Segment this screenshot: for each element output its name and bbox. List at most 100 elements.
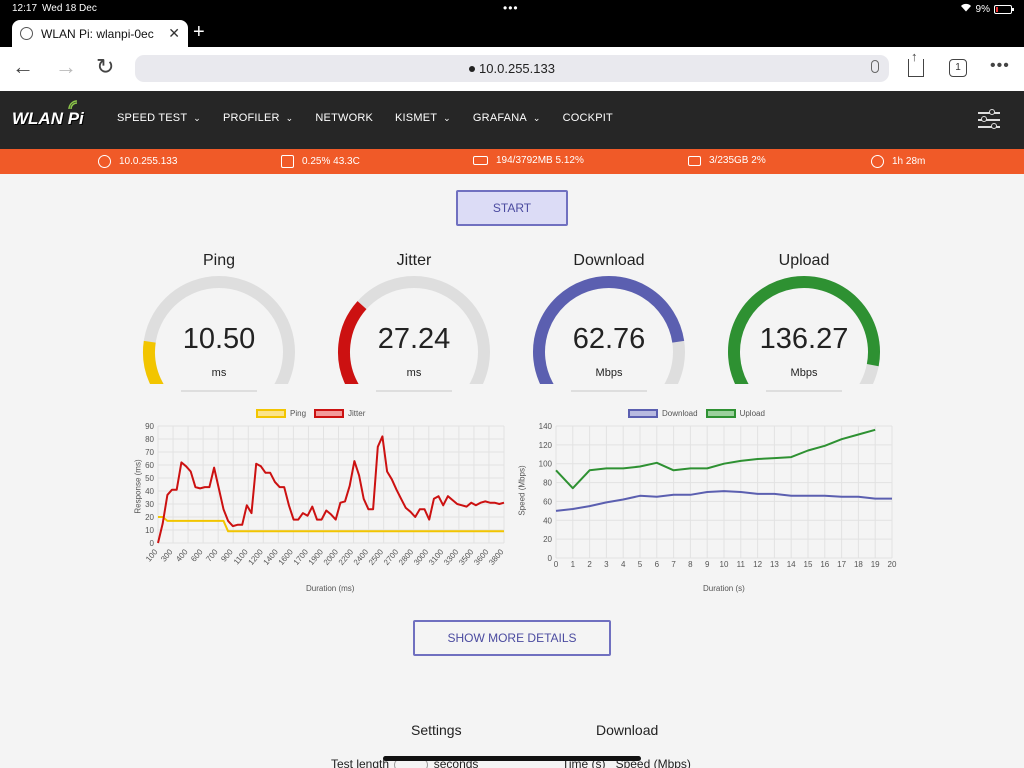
gauge-value: 136.27	[759, 323, 849, 355]
x-tick-label: 14	[787, 560, 796, 569]
show-more-details-button[interactable]: SHOW MORE DETAILS	[413, 620, 611, 656]
reload-button[interactable]: ↻	[96, 54, 115, 79]
nav-item-profiler[interactable]: PROFILER ⌄	[223, 112, 293, 124]
y-tick-label: 20	[145, 513, 154, 522]
x-tick-label: 2800	[397, 547, 416, 567]
cpu-icon	[281, 155, 294, 168]
series-line-ping	[158, 516, 504, 533]
y-tick-label: 50	[145, 474, 154, 483]
disk-icon	[688, 155, 701, 166]
wlanpi-logo[interactable]: WLAN Pi	[12, 100, 84, 129]
gauge-ping: Ping 10.50 ms	[141, 252, 297, 392]
gauge-title: Jitter	[396, 252, 432, 269]
chevron-down-icon: ⌄	[193, 113, 202, 123]
y-tick-label: 20	[543, 535, 552, 544]
legend-jitter[interactable]: Jitter	[314, 409, 365, 419]
nav-item-kismet[interactable]: KISMET ⌄	[395, 112, 451, 124]
chart2-ylabel: Speed (Mbps)	[517, 465, 527, 516]
series-line-download	[555, 490, 892, 512]
browser-tab[interactable]: WLAN Pi: wlanpi-0ec ✕	[12, 20, 188, 47]
gauge-fill	[728, 276, 880, 384]
x-tick-label: 2000	[322, 547, 341, 567]
y-tick-label: 140	[539, 422, 553, 431]
microphone-icon[interactable]	[871, 60, 879, 73]
y-tick-label: 70	[145, 448, 154, 457]
x-tick-label: 3100	[427, 547, 446, 567]
nav-item-grafana[interactable]: GRAFANA ⌄	[473, 112, 541, 124]
legend-download[interactable]: Download	[628, 409, 698, 419]
y-tick-label: 40	[145, 487, 154, 496]
info-memory-text: 194/3792MB 5.12%	[496, 155, 584, 166]
x-tick-label: 6	[655, 560, 660, 569]
x-tick-label: 2400	[352, 547, 371, 567]
gauge-jitter: Jitter 27.24 ms	[336, 252, 492, 392]
battery-percent: 9%	[975, 3, 990, 15]
x-tick-label: 1200	[247, 547, 266, 567]
multitask-dots[interactable]: •••	[503, 1, 519, 15]
y-tick-label: 80	[145, 435, 154, 444]
x-tick-label: 600	[189, 547, 205, 563]
x-tick-label: 3300	[442, 547, 461, 567]
x-tick-label: 7	[671, 560, 676, 569]
y-tick-label: 60	[543, 497, 552, 506]
nav-item-network[interactable]: NETWORK	[315, 112, 373, 124]
test-length-label: Test length	[331, 757, 390, 768]
info-memory: 194/3792MB 5.12%	[473, 155, 584, 166]
settings-heading: Settings	[411, 722, 462, 738]
info-uptime: 1h 28m	[871, 155, 925, 168]
tab-title: WLAN Pi: wlanpi-0ec	[41, 26, 154, 41]
speed-column-header: Speed (Mbps)	[615, 757, 691, 768]
legend-ping[interactable]: Ping	[256, 409, 306, 419]
x-tick-label: 1600	[277, 547, 296, 567]
new-tab-button[interactable]: +	[193, 21, 205, 43]
globe-icon	[20, 27, 33, 40]
series-line-jitter	[157, 435, 505, 544]
x-tick-label: 1900	[307, 547, 326, 567]
address-bar[interactable]: 10.0.255.133	[135, 55, 889, 82]
share-icon[interactable]	[908, 49, 924, 77]
start-button[interactable]: START	[456, 190, 568, 226]
nav-item-label: NETWORK	[315, 112, 374, 124]
y-tick-label: 100	[539, 460, 553, 469]
gauge-arc	[533, 276, 685, 384]
home-indicator[interactable]	[383, 756, 641, 761]
info-ip-text: 10.0.255.133	[119, 156, 178, 167]
nav-item-cockpit[interactable]: COCKPIT	[563, 112, 613, 124]
more-menu-icon[interactable]: •••	[990, 57, 1010, 74]
nav-item-label: COCKPIT	[562, 112, 613, 124]
legend-upload[interactable]: Upload	[705, 409, 765, 419]
url-text: 10.0.255.133	[479, 61, 555, 76]
x-tick-label: 10	[720, 560, 729, 569]
x-tick-label: 0	[554, 560, 559, 569]
x-tick-label: 400	[174, 547, 190, 563]
x-tick-label: 3800	[487, 547, 506, 567]
device-status-bar: 12:17 Wed 18 Dec ••• 9%	[0, 0, 1024, 18]
y-tick-label: 0	[150, 539, 155, 548]
gauge-fill	[338, 301, 367, 384]
status-date: Wed 18 Dec	[42, 3, 97, 14]
y-tick-label: 0	[548, 554, 553, 563]
close-tab-icon[interactable]: ✕	[168, 25, 180, 41]
sliders-settings-icon[interactable]	[978, 107, 1000, 131]
info-cpu-text: 0.25% 43.3C	[302, 156, 360, 167]
x-tick-label: 2	[587, 560, 592, 569]
gauge-underline	[766, 390, 842, 392]
x-tick-label: 12	[753, 560, 762, 569]
gauge-upload: Upload 136.27 Mbps	[726, 252, 882, 392]
x-tick-label: 100	[144, 547, 160, 563]
gauge-value: 62.76	[572, 323, 646, 355]
tab-count-button[interactable]: 1	[949, 59, 967, 77]
gauge-arc	[143, 276, 295, 384]
logo-wifi-icon	[68, 100, 78, 113]
gauge-underline	[181, 390, 257, 392]
back-button[interactable]: ←	[12, 54, 34, 79]
y-tick-label: 10	[145, 526, 154, 535]
forward-button[interactable]: →	[55, 54, 77, 79]
y-tick-label: 40	[543, 516, 552, 525]
x-tick-label: 2200	[337, 547, 356, 567]
nav-item-speed-test[interactable]: SPEED TEST ⌄	[117, 112, 201, 124]
throughput-chart: Download Upload 0 20 40 60 80 100 120 140 0 1 2 3 4 5…	[514, 406, 902, 596]
gauge-underline	[571, 390, 647, 392]
